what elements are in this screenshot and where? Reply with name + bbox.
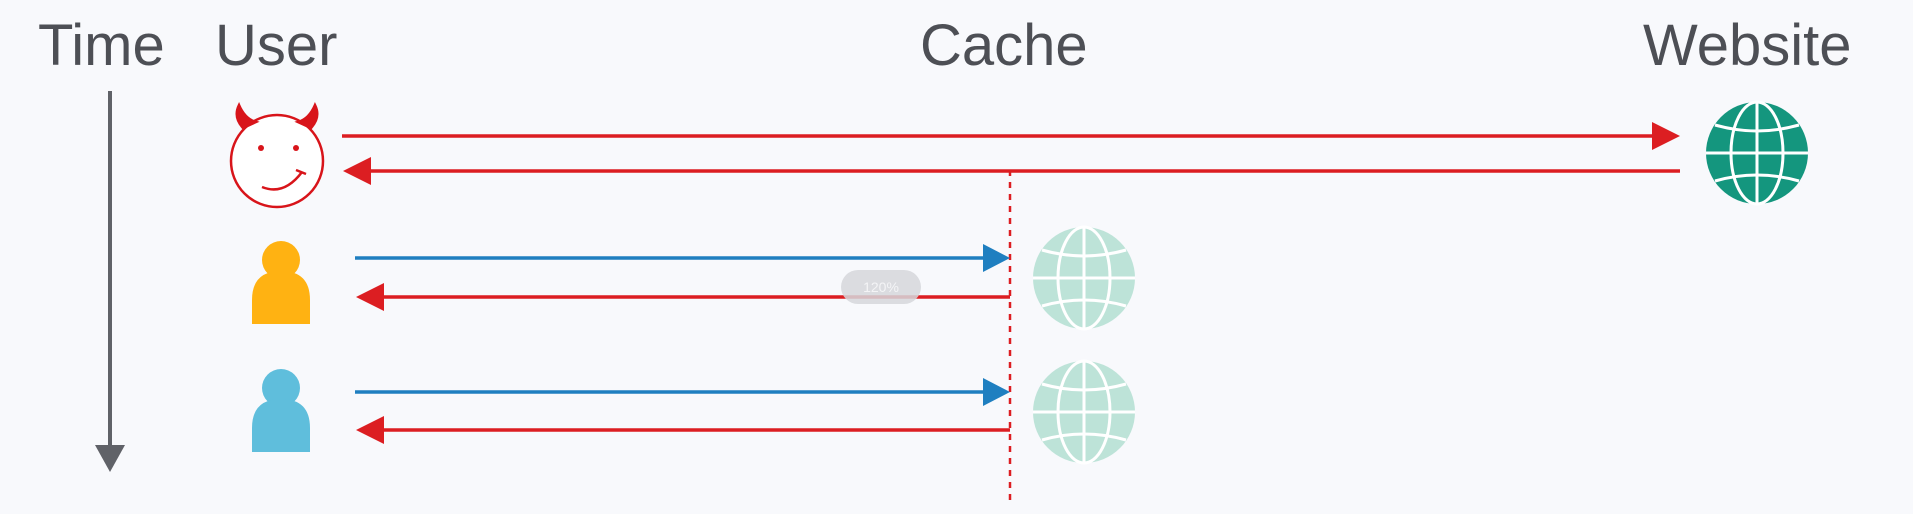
time-label: Time — [38, 13, 165, 78]
time-arrow-head-icon — [95, 445, 125, 472]
website-globe-icon — [1704, 100, 1810, 206]
zoom-level-badge: 120% — [841, 270, 921, 304]
user-label: User — [215, 13, 338, 78]
cache-label: Cache — [920, 13, 1088, 78]
cached-copy-globe-icon — [1031, 225, 1137, 331]
victim-1-person-icon — [252, 241, 310, 324]
website-label: Website — [1643, 13, 1852, 78]
victim-1-request-arrow — [355, 244, 1010, 272]
victim-2-response-arrow — [356, 416, 1010, 444]
victim-2-person-icon — [252, 369, 310, 452]
time-axis — [95, 91, 125, 472]
attacker-request-arrow — [342, 122, 1680, 150]
poisoned-response-arrow — [343, 157, 1680, 185]
cached-copy-globe-icon — [1031, 359, 1137, 465]
victim-2-request-arrow — [355, 378, 1010, 406]
attacker-devil-face-icon — [229, 102, 325, 209]
